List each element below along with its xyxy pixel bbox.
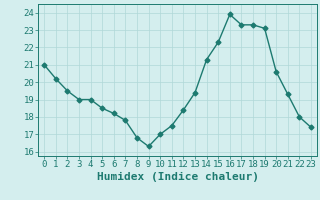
- X-axis label: Humidex (Indice chaleur): Humidex (Indice chaleur): [97, 172, 259, 182]
